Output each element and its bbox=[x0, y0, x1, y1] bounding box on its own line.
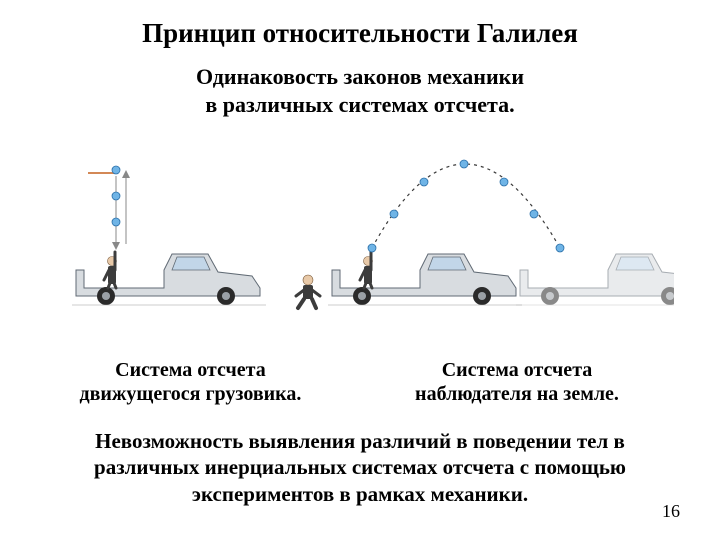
subtitle-line-2: в различных системах отсчета. bbox=[205, 92, 514, 117]
caption-left-line-2: движущегося грузовика. bbox=[79, 383, 301, 405]
conclusion-line-3: экспериментов в рамках механики. bbox=[192, 482, 528, 506]
captions-row: Система отсчета движущегося грузовика. С… bbox=[46, 358, 674, 406]
subtitle: Одинаковость законов механики в различны… bbox=[46, 63, 674, 118]
subtitle-line-1: Одинаковость законов механики bbox=[196, 64, 524, 89]
caption-right: Система отсчета наблюдателя на земле. bbox=[360, 358, 674, 406]
conclusion-line-1: Невозможность выявления различий в повед… bbox=[95, 429, 625, 453]
caption-left: Система отсчета движущегося грузовика. bbox=[46, 358, 335, 406]
diagram bbox=[46, 128, 674, 358]
conclusion: Невозможность выявления различий в повед… bbox=[46, 428, 674, 507]
conclusion-line-2: различных инерциальных системах отсчета … bbox=[94, 455, 626, 479]
caption-left-line-1: Система отсчета bbox=[115, 359, 266, 381]
diagram-svg bbox=[46, 128, 674, 358]
caption-right-line-1: Система отсчета bbox=[442, 359, 593, 381]
caption-right-line-2: наблюдателя на земле. bbox=[415, 383, 619, 405]
page-number: 16 bbox=[662, 501, 680, 522]
page-title: Принцип относительности Галилея bbox=[46, 18, 674, 49]
